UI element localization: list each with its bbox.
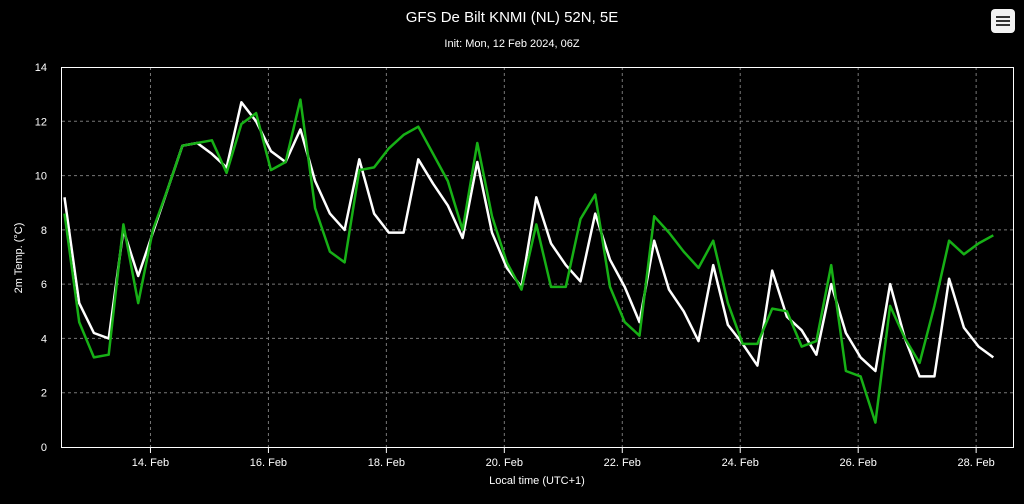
x-tick-label: 16. Feb bbox=[250, 457, 287, 469]
y-tick-label: 6 bbox=[41, 279, 47, 291]
y-tick-label: 4 bbox=[41, 333, 47, 345]
y-axis-label: 2m Temp. (°C) bbox=[13, 223, 25, 294]
series-line-green bbox=[63, 98, 994, 424]
x-axis-label: Local time (UTC+1) bbox=[489, 475, 585, 487]
y-tick-label: 8 bbox=[41, 225, 47, 237]
x-tick-label: 20. Feb bbox=[486, 457, 523, 469]
x-axis-ticks: 14. Feb 16. Feb 18. Feb 20. Feb 22. Feb 24. F… bbox=[132, 447, 995, 469]
x-tick-label: 18. Feb bbox=[368, 457, 405, 469]
y-tick-label: 14 bbox=[35, 62, 47, 74]
series-line-white bbox=[63, 101, 995, 378]
x-tick-label: 24. Feb bbox=[722, 457, 759, 469]
x-tick-label: 14. Feb bbox=[132, 457, 169, 469]
grid bbox=[62, 67, 1013, 447]
y-tick-label: 10 bbox=[35, 171, 47, 183]
plot-frame bbox=[61, 67, 1014, 448]
x-tick-label: 28. Feb bbox=[957, 457, 994, 469]
chart-title: GFS De Bilt KNMI (NL) 52N, 5E bbox=[406, 9, 619, 26]
y-tick-label: 0 bbox=[41, 442, 47, 454]
series-lines bbox=[63, 98, 995, 424]
x-tick-label: 26. Feb bbox=[840, 457, 877, 469]
y-tick-label: 12 bbox=[35, 116, 47, 128]
chart-subtitle: Init: Mon, 12 Feb 2024, 06Z bbox=[444, 38, 579, 50]
y-tick-label: 2 bbox=[41, 388, 47, 400]
hamburger-menu-icon[interactable] bbox=[991, 9, 1015, 33]
y-axis-ticks: 0 2 4 6 8 10 12 14 bbox=[35, 62, 47, 454]
x-tick-label: 22. Feb bbox=[604, 457, 641, 469]
